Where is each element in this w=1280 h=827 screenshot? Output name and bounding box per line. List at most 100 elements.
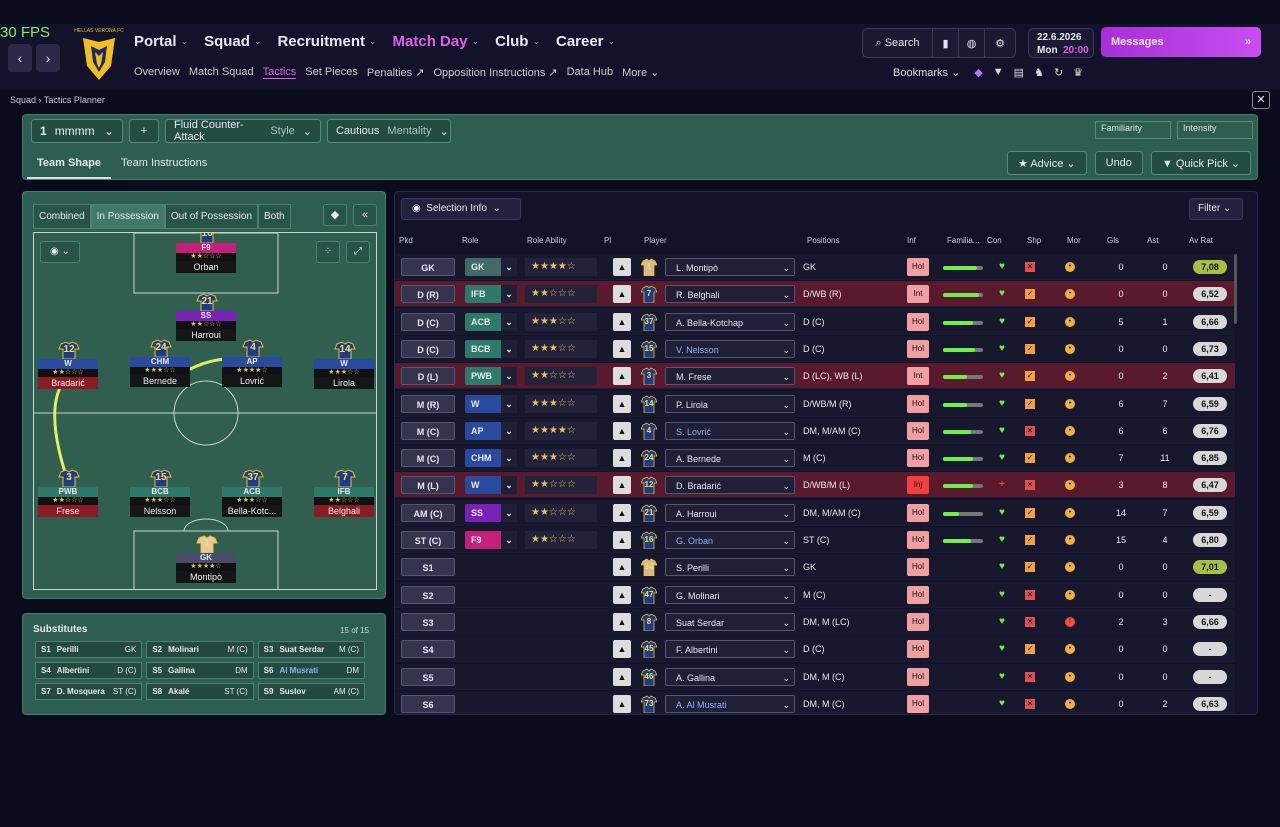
player-info-icon[interactable]: ▲ (613, 394, 631, 413)
player-info-icon[interactable]: ▲ (613, 558, 631, 577)
trophy-icon[interactable]: ♛ (1073, 67, 1084, 79)
table-scrollbar[interactable] (1234, 254, 1237, 324)
table-row[interactable]: M (C) CHM ⌄ ★★★☆☆ ▲ 24 A. Bernede ⌄ M (C) Hol ♥ ✓ • 7… (395, 445, 1235, 472)
role-select[interactable]: W ⌄ (465, 476, 517, 495)
add-tactic-button[interactable]: + (129, 119, 159, 143)
player-select[interactable]: F. Albertini ⌄ (665, 640, 795, 659)
table-row[interactable]: D (C) ACB ⌄ ★★★☆☆ ▲ 37 A. Bella-Kotchap ⌄ D (C) H… (395, 308, 1235, 335)
pitch-player[interactable]: 16 F9 ★★☆☆☆ Orban (176, 233, 236, 276)
nav-match-day[interactable]: Match Day ⌄ (392, 33, 480, 50)
substitute-item[interactable]: S7 D. Mosquera ST (C) (35, 683, 143, 700)
pitch-player[interactable]: 1 GK ★★★★☆ Montipò (176, 535, 236, 586)
picked-position[interactable]: S5 (401, 667, 455, 686)
player-select[interactable]: P. Lirola ⌄ (665, 394, 795, 413)
breadcrumb-parent[interactable]: Squad (10, 95, 37, 105)
column-header[interactable]: Role Ability (527, 236, 567, 245)
table-row[interactable]: S5 ▲ 46 A. Gallina ⌄ DM, M (C) Hol ♥ ✕ • 0 0 - (395, 663, 1235, 690)
column-header[interactable]: Positions (807, 236, 840, 245)
arrange-icon[interactable]: ⁘ (316, 241, 340, 263)
tab-team-shape[interactable]: Team Shape (27, 149, 111, 179)
nav-portal[interactable]: Portal ⌄ (134, 33, 189, 50)
picked-position[interactable]: M (R) (401, 394, 455, 413)
clipboard-icon[interactable]: ▤ (1013, 67, 1025, 79)
subnav-overview[interactable]: Overview (134, 66, 180, 78)
subnav-penalties[interactable]: Penalties ↗ (366, 67, 425, 79)
table-row[interactable]: D (C) BCB ⌄ ★★★☆☆ ▲ 15 V. Nelsson ⌄ D (C) Hol ♥ ✓ • 0… (395, 335, 1235, 362)
formation-icon[interactable]: ◆ (323, 204, 347, 226)
column-header[interactable]: Ast (1147, 236, 1159, 245)
back-button[interactable]: ‹ (8, 44, 32, 72)
picked-position[interactable]: AM (C) (401, 503, 455, 522)
picked-position[interactable]: S4 (401, 640, 455, 659)
column-header[interactable]: Role (462, 236, 479, 245)
refresh-icon[interactable]: ↻ (1053, 67, 1064, 79)
pitch-player[interactable]: 7 IFB ★★☆☆☆ Belghali (314, 469, 374, 520)
substitute-item[interactable]: S5 Gallina DM (146, 662, 254, 679)
subnav-tactics[interactable]: Tactics (262, 66, 297, 79)
player-info-icon[interactable]: ▲ (613, 694, 631, 713)
role-select[interactable]: CHM ⌄ (465, 449, 517, 468)
close-button[interactable]: ✕ (1252, 91, 1270, 109)
player-info-icon[interactable]: ▲ (613, 503, 631, 522)
subnav-opposition[interactable]: Opposition Instructions ↗ (433, 67, 558, 79)
club-crest[interactable]: HELLAS VERONA FC (72, 28, 126, 84)
table-row[interactable]: S4 ▲ 45 F. Albertini ⌄ D (C) Hol ♥ ✓ • 0 0 - (395, 636, 1235, 663)
column-header[interactable]: Pl (604, 236, 612, 245)
search-button[interactable]: ⌕ Search (863, 29, 933, 57)
player-info-icon[interactable]: ▲ (613, 258, 631, 276)
role-select[interactable]: F9 ⌄ (465, 531, 517, 549)
player-select[interactable]: G. Orban ⌄ (665, 531, 795, 549)
player-select[interactable]: A. Al Musrati ⌄ (665, 694, 795, 713)
column-header[interactable]: Mor (1067, 236, 1081, 245)
date-block[interactable]: 22.6.2026 Mon 20:00 (1028, 28, 1094, 58)
player-select[interactable]: D. Bradarić ⌄ (665, 476, 795, 495)
style-select[interactable]: Fluid Counter-Attack Style ⌄ (165, 119, 321, 143)
pitch-player[interactable]: 21 SS ★★☆☆☆ Harroui (176, 293, 236, 344)
collapse-icon[interactable]: « (353, 204, 377, 226)
table-row[interactable]: S2 ▲ 47 G. Molinari ⌄ M (C) Hol ♥ ✕ • 0 0 - (395, 581, 1235, 608)
pitch-tab-both[interactable]: Both (258, 204, 291, 229)
pitch-player[interactable]: 14 W ★★★☆☆ Lirola (314, 341, 374, 392)
table-row[interactable]: ST (C) F9 ⌄ ★★☆☆☆ ▲ 16 G. Orban ⌄ ST (C) Hol ♥ ✓ • 15… (395, 527, 1235, 553)
quick-pick-button[interactable]: ▼ Quick Pick ⌄ (1150, 151, 1252, 175)
pitch-player[interactable]: 24 CHM ★★★☆☆ Bernede (130, 339, 190, 390)
table-row[interactable]: M (L) W ⌄ ★★☆☆☆ ▲ 12 D. Bradarić ⌄ D/WB/M (L) Inj… (395, 472, 1235, 499)
player-select[interactable]: A. Gallina ⌄ (665, 667, 795, 686)
table-row[interactable]: AM (C) SS ⌄ ★★☆☆☆ ▲ 21 A. Harroui ⌄ DM, M/AM (C)… (395, 499, 1235, 526)
player-info-icon[interactable]: ▲ (613, 612, 631, 631)
globe-icon[interactable]: ◍ (959, 29, 985, 57)
table-row[interactable]: S3 ▲ 8 Suat Serdar ⌄ DM, M (LC) Hol ♥ ✕! 2 3 6,66 (395, 608, 1235, 635)
table-row[interactable]: M (C) AP ⌄ ★★★★☆ ▲ 4 S. Lovrić ⌄ DM, M/AM (C) Hol… (395, 417, 1235, 444)
column-header[interactable]: Con (987, 236, 1002, 245)
bookmarks-dropdown[interactable]: Bookmarks ⌄ (893, 67, 961, 79)
column-header[interactable]: Pkd (399, 236, 413, 245)
picked-position[interactable]: M (C) (401, 449, 455, 468)
picked-position[interactable]: D (R) (401, 285, 455, 304)
picked-position[interactable]: S6 (401, 694, 455, 713)
player-info-icon[interactable]: ▲ (613, 285, 631, 304)
expand-icon[interactable]: ⤢ (346, 241, 370, 263)
picked-position[interactable]: D (L) (401, 367, 455, 386)
role-select[interactable]: W ⌄ (465, 394, 517, 413)
role-select[interactable]: SS ⌄ (465, 503, 517, 522)
player-select[interactable]: S. Perilli ⌄ (665, 558, 795, 577)
pitch-tab-out-of-possession[interactable]: Out of Possession (164, 204, 259, 229)
column-header[interactable]: Familia... (947, 236, 980, 245)
player-info-icon[interactable]: ▲ (613, 312, 631, 331)
tactic-select[interactable]: 1 mmmm ⌄ (31, 119, 123, 143)
substitute-item[interactable]: S4 Albertini D (C) (35, 662, 143, 679)
picked-position[interactable]: S3 (401, 612, 455, 631)
column-header[interactable]: Player (644, 236, 667, 245)
nav-squad[interactable]: Squad ⌄ (204, 33, 262, 50)
table-row[interactable]: S6 ▲ 73 A. Al Musrati ⌄ DM, M (C) Hol ♥ ✕ • 0 2 6,63 (395, 690, 1235, 714)
role-select[interactable]: IFB ⌄ (465, 285, 517, 304)
player-select[interactable]: Suat Serdar ⌄ (665, 612, 795, 631)
picked-position[interactable]: M (L) (401, 476, 455, 495)
player-info-icon[interactable]: ▲ (613, 339, 631, 358)
pitch-player[interactable]: 12 W ★★☆☆☆ Bradarić (38, 341, 98, 392)
training-icon[interactable]: ♞ (1034, 67, 1044, 79)
player-info-icon[interactable]: ▲ (613, 531, 631, 549)
player-select[interactable]: A. Harroui ⌄ (665, 503, 795, 522)
pitch-player[interactable]: 15 BCB ★★★☆☆ Nelsson (130, 469, 190, 520)
player-select[interactable]: A. Bernede ⌄ (665, 449, 795, 468)
